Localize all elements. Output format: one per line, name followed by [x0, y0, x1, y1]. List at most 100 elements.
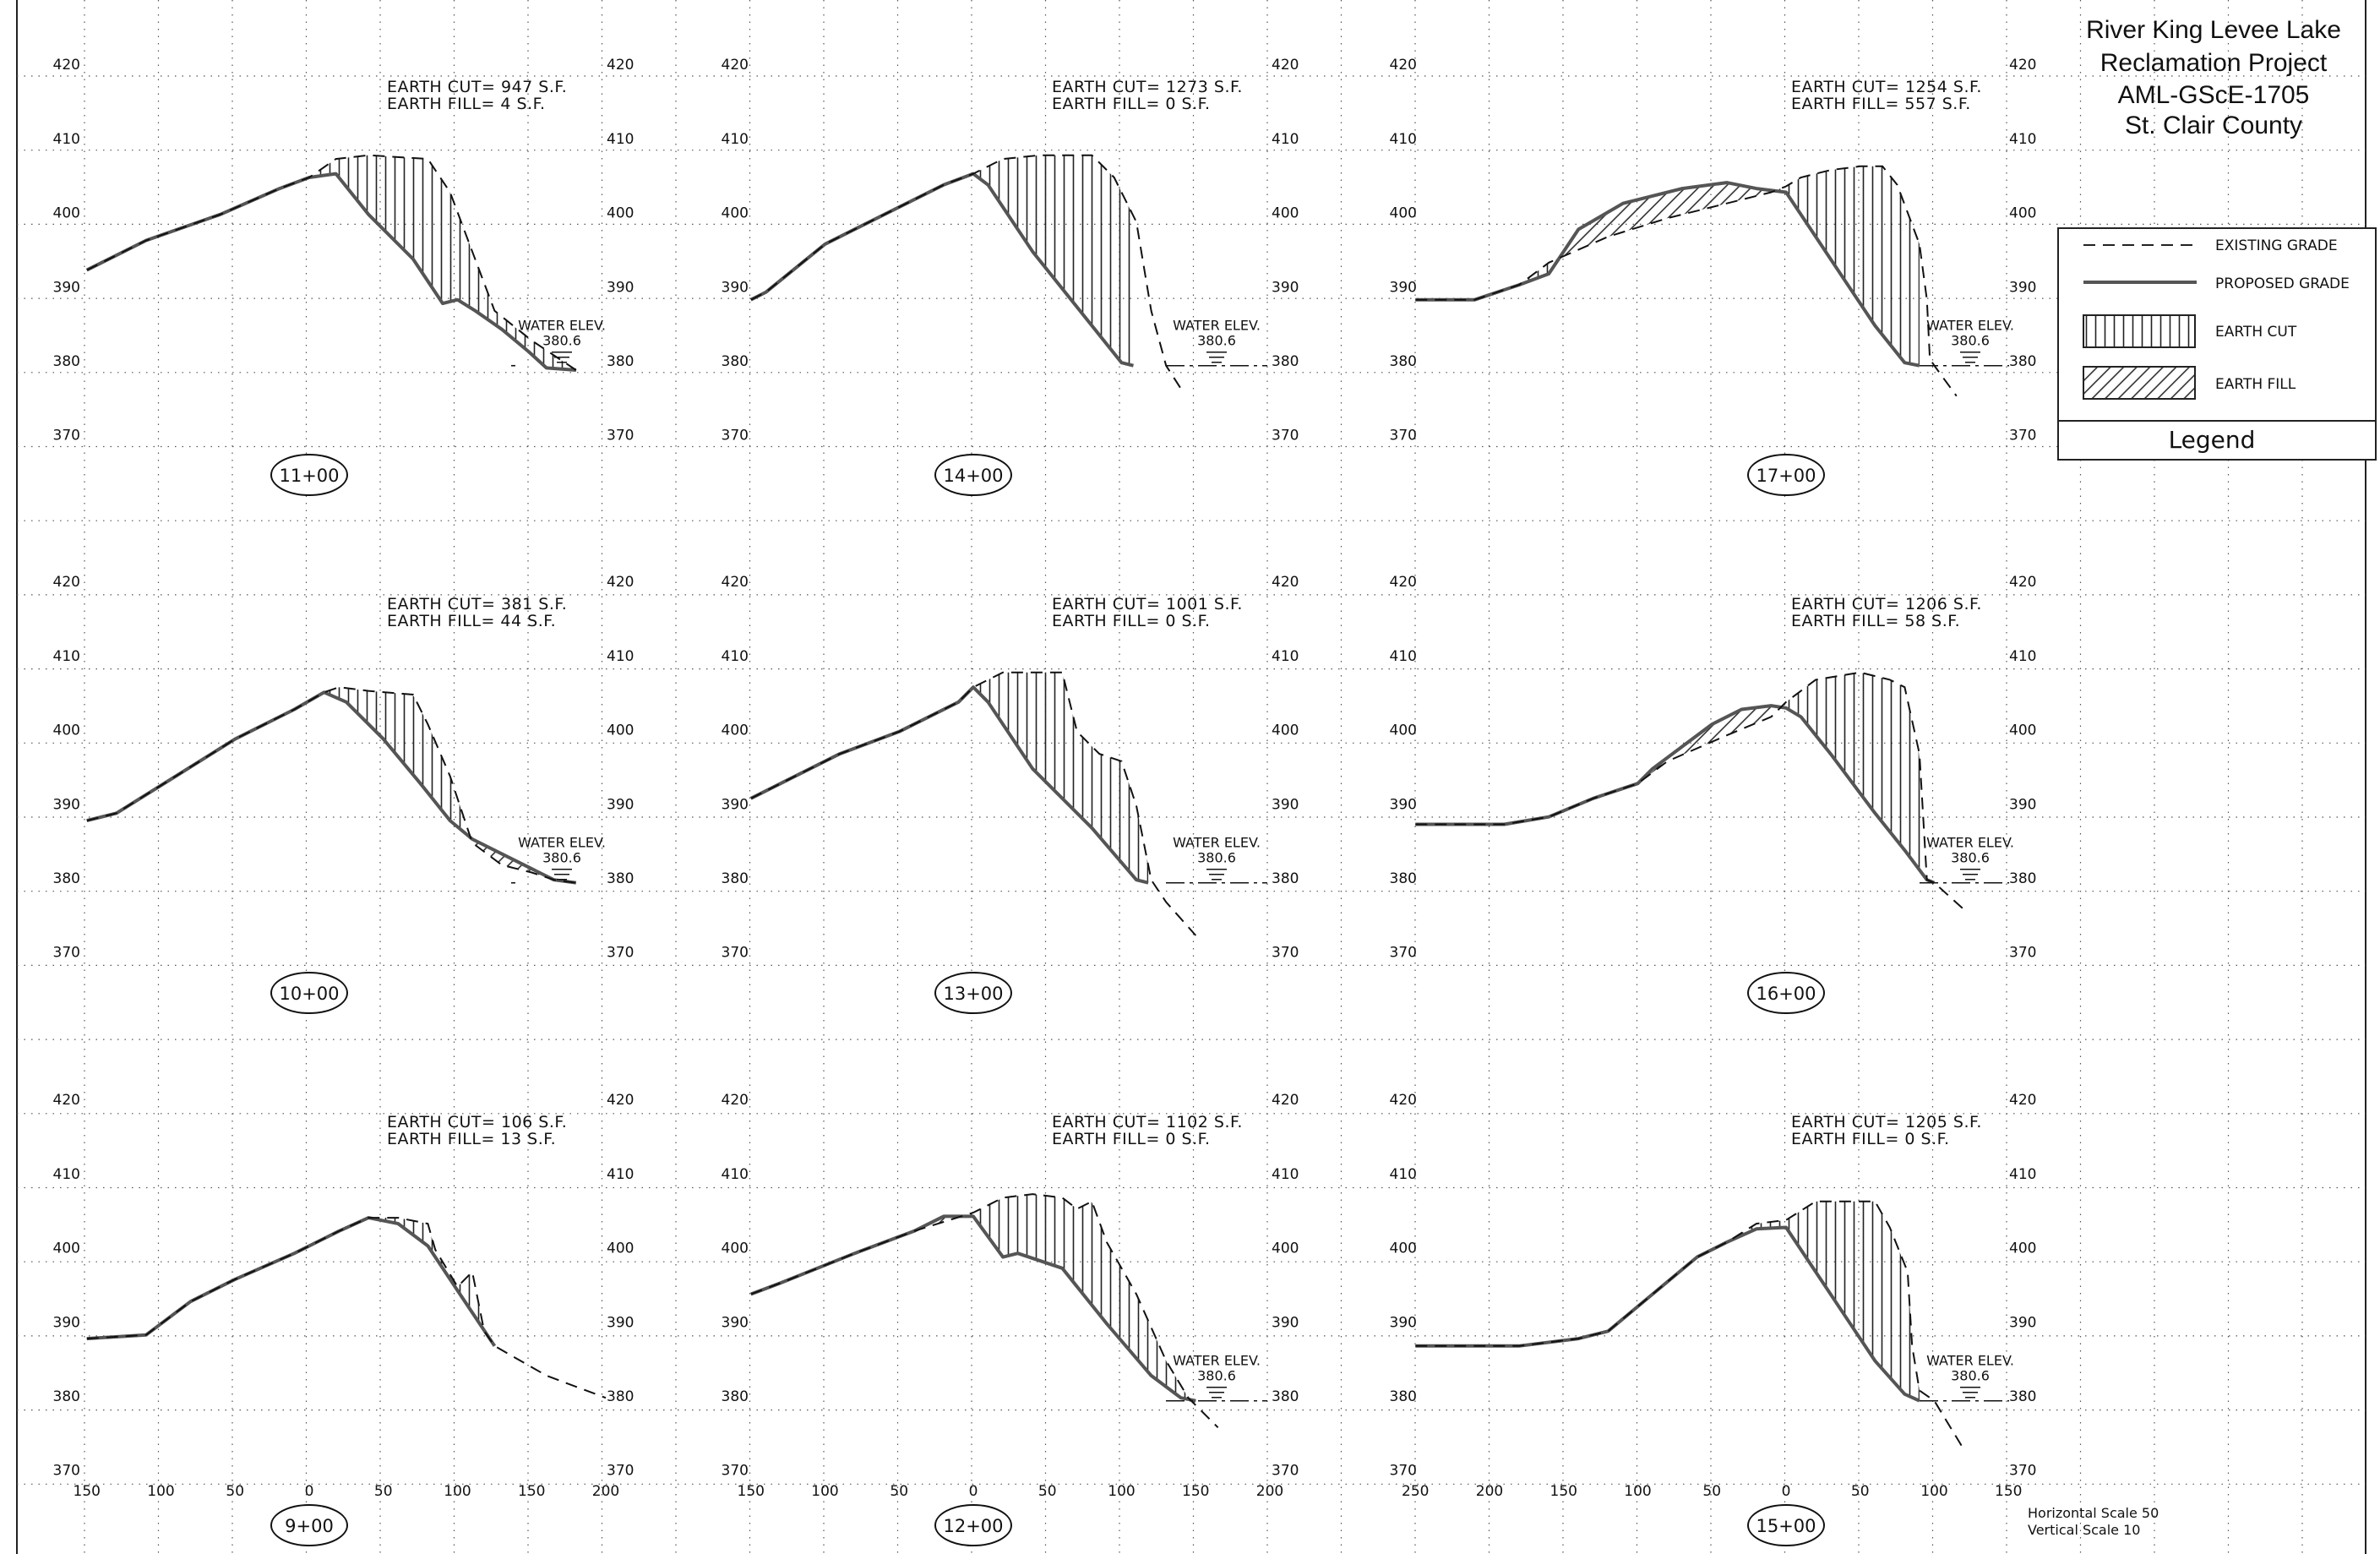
water-elevation-value: 380.6: [542, 333, 581, 349]
elevation-label-left: 420: [722, 1092, 749, 1109]
elevation-label-left: 380: [53, 1388, 80, 1405]
section-17+00: 370 370 380 380 390 390 400 400 410 410 420 420 EART…: [1390, 57, 2036, 496]
legend-proposed-label: PROPOSED GRADE: [2215, 275, 2350, 292]
elevation-label-left: 400: [722, 205, 749, 222]
title-line-2: Reclamation Project: [2100, 49, 2328, 77]
elevation-label-right: 420: [1272, 574, 1299, 591]
station-label: 9+00: [285, 1516, 334, 1536]
offset-label: 50: [374, 1483, 393, 1500]
vertical-scale-text: Vertical Scale 10: [2028, 1522, 2140, 1538]
offset-label: 150: [1995, 1483, 2022, 1500]
offset-label: 50: [1702, 1483, 1721, 1500]
elevation-label-left: 380: [1390, 353, 1417, 370]
station-bubble: [270, 1504, 348, 1546]
station-label: 14+00: [943, 466, 1003, 486]
elevation-label-right: 390: [607, 279, 634, 296]
elevation-label-right: 420: [1272, 1092, 1299, 1109]
offset-label: 150: [518, 1483, 545, 1500]
elevation-label-left: 420: [53, 574, 80, 591]
elevation-label-left: 390: [722, 796, 749, 813]
section-16+00: 370 370 380 380 390 390 400 400 410 410 420 420 EART…: [1390, 574, 2036, 1014]
section-12+00: 370 370 380 380 390 390 400 400 410 410 420 420 EART…: [722, 1092, 1299, 1546]
elevation-label-right: 420: [1272, 57, 1299, 74]
elevation-label-right: 380: [607, 353, 634, 370]
elevation-label-right: 380: [1272, 1388, 1299, 1405]
earth-fill-quantity: EARTH FILL= 44 S.F.: [387, 612, 556, 630]
elevation-label-left: 370: [722, 428, 749, 444]
elevation-label-left: 420: [722, 574, 749, 591]
section-11+00: 370 370 380 380 390 390 400 400 410 410 420 420 EART…: [53, 57, 634, 496]
proposed-grade-line: [749, 685, 1149, 885]
elevation-label-left: 370: [53, 428, 80, 444]
elevation-label-left: 420: [53, 1092, 80, 1109]
station-bubble: [270, 972, 348, 1014]
earth-fill-quantity: EARTH FILL= 0 S.F.: [1791, 1130, 1950, 1148]
station-bubble: [1747, 1504, 1825, 1546]
earth-cut-quantity: EARTH CUT= 947 S.F.: [387, 78, 567, 96]
elevation-label-right: 390: [1272, 1314, 1299, 1331]
elevation-label-right: 370: [1272, 1463, 1299, 1480]
legend-fill-label: EARTH FILL: [2215, 376, 2296, 393]
elevation-label-right: 420: [607, 574, 634, 591]
water-elevation-label: WATER ELEV.: [1926, 318, 2014, 334]
elevation-label-right: 370: [607, 428, 634, 444]
offset-label: 0: [1782, 1483, 1791, 1500]
earth-cut-area: [974, 155, 1134, 366]
scale-note: Horizontal Scale 50 Vertical Scale 10: [2028, 1505, 2159, 1538]
station-bubble: [1747, 454, 1825, 496]
water-surface-symbol: [1206, 351, 1227, 363]
elevation-label-left: 370: [722, 945, 749, 962]
station-label: 16+00: [1756, 984, 1816, 1004]
elevation-label-right: 390: [607, 796, 634, 813]
elevation-label-right: 400: [1272, 722, 1299, 739]
elevation-label-left: 410: [722, 648, 749, 665]
earth-cut-area: [1782, 672, 1927, 880]
elevation-label-right: 410: [1272, 131, 1299, 148]
elevation-label-right: 410: [1272, 648, 1299, 665]
earth-fill-quantity: EARTH FILL= 4 S.F.: [387, 95, 546, 113]
elevation-label-left: 380: [53, 870, 80, 887]
existing-grade-line: [86, 686, 577, 884]
elevation-label-right: 410: [1272, 1166, 1299, 1183]
water-elevation-value: 380.6: [1197, 1368, 1236, 1384]
offset-label: 100: [1108, 1483, 1135, 1500]
proposed-grade-line: [750, 1214, 1196, 1403]
horizontal-scale-text: Horizontal Scale 50: [2028, 1505, 2159, 1521]
legend-cut-label: EARTH CUT: [2215, 324, 2297, 341]
earth-cut-quantity: EARTH CUT= 106 S.F.: [387, 1113, 567, 1131]
offset-label: 150: [1182, 1483, 1209, 1500]
earth-cut-area: [370, 1218, 484, 1330]
elevation-label-right: 400: [1272, 1240, 1299, 1257]
elevation-label-left: 390: [53, 796, 80, 813]
offset-label: 250: [1402, 1483, 1429, 1500]
elevation-label-left: 370: [1390, 428, 1417, 444]
earth-cut-quantity: EARTH CUT= 1206 S.F.: [1791, 595, 1982, 613]
elevation-label-left: 380: [1390, 1388, 1417, 1405]
elevation-label-left: 390: [1390, 796, 1417, 813]
earth-cut-quantity: EARTH CUT= 381 S.F.: [387, 595, 567, 613]
offset-label: 50: [1851, 1483, 1870, 1500]
elevation-label-left: 380: [722, 353, 749, 370]
legend-title: Legend: [2169, 426, 2256, 454]
proposed-grade-line: [1415, 181, 1920, 368]
elevation-label-left: 380: [53, 353, 80, 370]
elevation-label-right: 410: [607, 1166, 634, 1183]
earth-cut-quantity: EARTH CUT= 1254 S.F.: [1791, 78, 1982, 96]
offset-label: 0: [969, 1483, 978, 1500]
section-14+00: 370 370 380 380 390 390 400 400 410 410 420 420 EART…: [722, 57, 1299, 496]
elevation-label-right: 420: [607, 1092, 634, 1109]
earth-cut-quantity: EARTH CUT= 1001 S.F.: [1052, 595, 1243, 613]
elevation-label-left: 400: [1390, 205, 1417, 222]
water-elevation-label: WATER ELEV.: [1173, 318, 1261, 334]
elevation-label-left: 400: [1390, 1240, 1417, 1257]
elevation-label-left: 410: [1390, 648, 1417, 665]
elevation-label-left: 390: [53, 279, 80, 296]
elevation-label-left: 370: [53, 945, 80, 962]
offset-label: 100: [811, 1483, 838, 1500]
water-surface-symbol: [1960, 868, 1980, 881]
elevation-label-left: 380: [722, 870, 749, 887]
title-block: River King Levee Lake Reclamation Projec…: [2086, 16, 2341, 139]
earth-fill-area: [1560, 183, 1773, 258]
